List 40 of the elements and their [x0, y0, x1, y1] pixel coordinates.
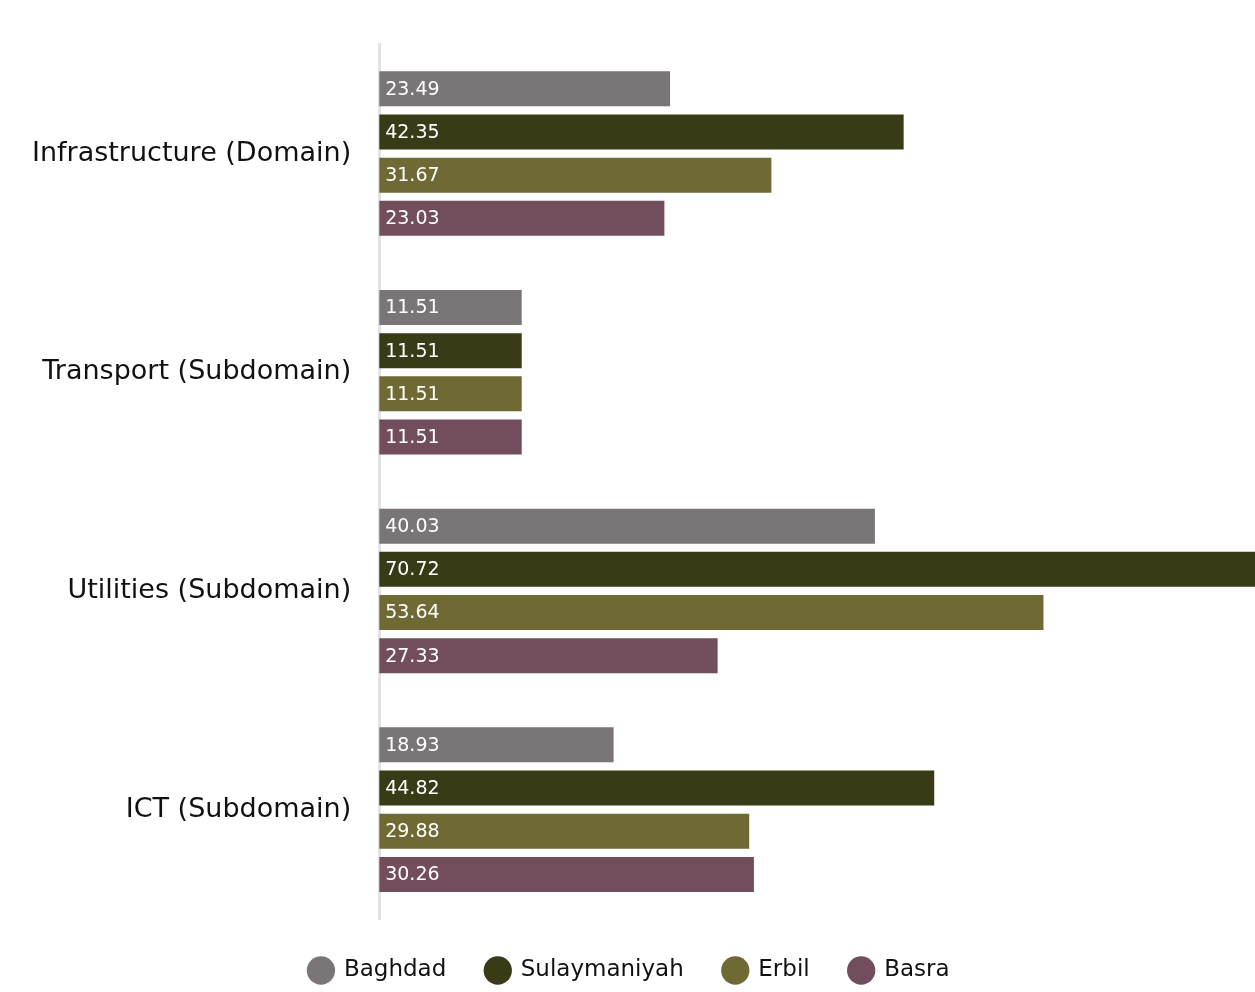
bar [379, 638, 718, 674]
bar [379, 71, 671, 107]
data-label: 40.03 [385, 514, 440, 537]
y-tick-label: Infrastructure (Domain) [31, 135, 352, 167]
bar [379, 727, 614, 763]
bar [379, 289, 522, 325]
bar [379, 856, 754, 892]
data-label: 11.51 [385, 424, 440, 447]
legend-label: Erbil [758, 955, 810, 982]
bar [379, 770, 935, 806]
data-label: 53.64 [385, 600, 440, 623]
bar [379, 813, 750, 849]
bar [379, 419, 522, 455]
bar [379, 333, 522, 369]
data-label: 31.67 [385, 163, 440, 186]
data-label: 23.49 [385, 76, 440, 99]
bar [379, 508, 875, 544]
bar [379, 200, 665, 236]
y-tick-label: ICT (Subdomain) [125, 791, 352, 823]
bar [379, 157, 772, 193]
data-label: 18.93 [385, 732, 440, 755]
bar [379, 114, 904, 150]
data-label: 29.88 [385, 819, 440, 842]
y-tick-label: Transport (Subdomain) [41, 354, 352, 386]
legend-label: Basra [884, 955, 950, 982]
data-label: 44.82 [385, 775, 440, 798]
bar [379, 551, 1255, 587]
y-tick-label: Utilities (Subdomain) [67, 572, 352, 604]
data-label: 27.33 [385, 643, 440, 666]
data-label: 30.26 [385, 862, 440, 885]
data-label: 23.03 [385, 206, 440, 229]
data-label: 70.72 [385, 557, 440, 580]
data-label: 11.51 [385, 381, 440, 404]
bar [379, 376, 522, 412]
data-label: 11.51 [385, 295, 440, 318]
legend-label: Baghdad [343, 955, 447, 982]
data-label: 11.51 [385, 338, 440, 361]
bar [379, 595, 1044, 631]
legend-label: Sulaymaniyah [520, 955, 684, 982]
data-label: 42.35 [385, 119, 440, 142]
